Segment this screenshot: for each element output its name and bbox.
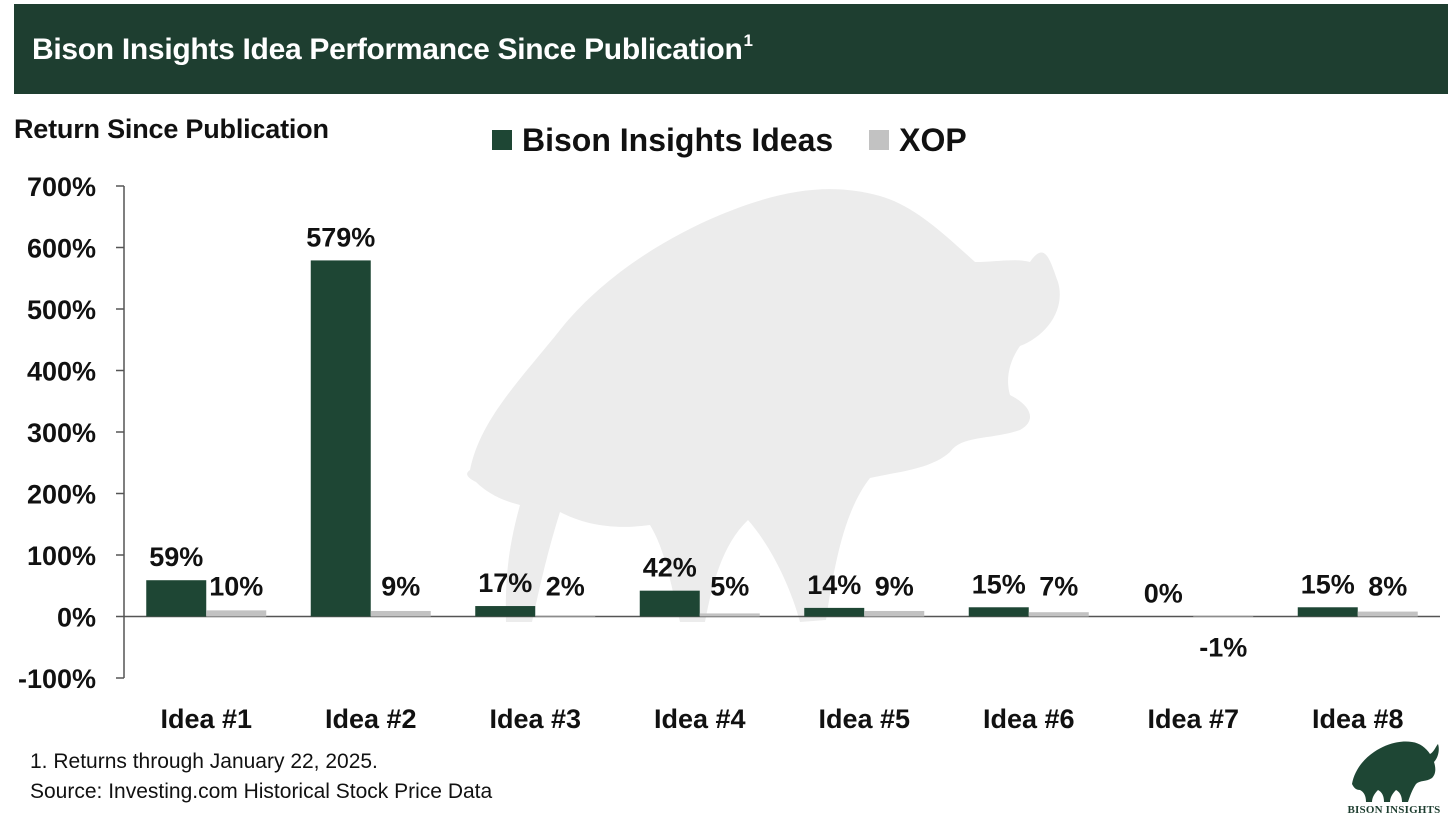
footnote-source: Source: Investing.com Historical Stock P… xyxy=(30,780,493,803)
y-tick-label: 100% xyxy=(27,541,96,571)
data-label-bison: 15% xyxy=(972,569,1026,599)
legend-swatch-xop xyxy=(869,130,890,150)
bar-chart: 700% 600% 500% 400% 300% 200% 100% 0% -100% 59%10… xyxy=(18,172,1440,734)
title-bar: Bison Insights Idea Performance Since Pu… xyxy=(14,4,1448,94)
bar-bison-insights xyxy=(804,607,865,617)
data-label-xop: 2% xyxy=(546,572,585,602)
page-title: Bison Insights Idea Performance Since Pu… xyxy=(32,31,753,67)
data-label-xop: 5% xyxy=(710,572,749,602)
brand-logo: BISON INSIGHTS xyxy=(1346,734,1442,818)
bison-watermark-icon xyxy=(467,189,1060,622)
bar-xop xyxy=(206,610,267,617)
data-label-bison: 14% xyxy=(807,570,861,600)
data-label-bison: 0% xyxy=(1144,579,1183,609)
y-tick-label: 600% xyxy=(27,234,96,264)
x-tick-label: Idea #8 xyxy=(1312,704,1404,734)
plot-area: 700% 600% 500% 400% 300% 200% 100% 0% -100% 59%10… xyxy=(18,172,1440,734)
data-label-xop: 9% xyxy=(381,572,420,602)
legend-swatch-bison xyxy=(492,130,512,150)
page-title-text: Bison Insights Idea Performance Since Pu… xyxy=(32,33,743,66)
bar-xop xyxy=(1357,611,1418,617)
data-label-xop: 10% xyxy=(209,572,263,602)
chart-legend: Bison Insights Ideas XOP xyxy=(492,120,1003,160)
data-label-bison: 59% xyxy=(149,542,203,572)
x-tick-label: Idea #7 xyxy=(1147,704,1239,734)
y-tick-label: 400% xyxy=(27,357,96,387)
y-tick-label: 700% xyxy=(27,172,96,202)
data-label-xop: 7% xyxy=(1039,572,1078,602)
data-label-bison: 42% xyxy=(643,553,697,583)
y-tick-label: 200% xyxy=(27,480,96,510)
bar-bison-insights xyxy=(146,580,207,617)
data-label-xop: -1% xyxy=(1199,633,1247,663)
x-tick-label: Idea #4 xyxy=(654,704,746,734)
legend-item-xop: XOP xyxy=(869,122,967,159)
legend-label-bison: Bison Insights Ideas xyxy=(522,121,834,158)
bar-bison-insights xyxy=(968,607,1029,617)
bar-bison-insights xyxy=(639,590,700,617)
bar-xop xyxy=(370,610,431,617)
bar-xop xyxy=(864,610,925,617)
bar-xop xyxy=(535,615,596,617)
footnote-returns: 1. Returns through January 22, 2025. xyxy=(30,750,378,773)
bar-bison-insights xyxy=(475,606,536,617)
y-tick-label: 300% xyxy=(27,418,96,448)
data-label-bison: 17% xyxy=(478,568,532,598)
data-label-xop: 8% xyxy=(1368,572,1407,602)
legend-item-bison: Bison Insights Ideas xyxy=(492,122,833,159)
x-tick-label: Idea #3 xyxy=(489,704,581,734)
bar-xop xyxy=(1193,616,1254,618)
y-tick-label: 0% xyxy=(57,603,96,633)
bar-xop xyxy=(1028,612,1089,617)
x-tick-label: Idea #6 xyxy=(983,704,1075,734)
bison-logo-icon xyxy=(1352,741,1439,802)
x-tick-label: Idea #2 xyxy=(325,704,417,734)
bar-xop xyxy=(699,613,760,617)
bar-bison-insights xyxy=(310,260,371,617)
legend-label-xop: XOP xyxy=(899,121,967,158)
bar-bison-insights xyxy=(1297,607,1358,617)
x-tick-label: Idea #1 xyxy=(160,704,252,734)
data-label-bison: 579% xyxy=(306,222,375,252)
title-footnote-marker: 1 xyxy=(743,31,753,50)
y-axis-title: Return Since Publication xyxy=(14,114,329,144)
x-tick-label: Idea #5 xyxy=(818,704,910,734)
data-label-bison: 15% xyxy=(1301,569,1355,599)
logo-text: BISON INSIGHTS xyxy=(1347,804,1441,816)
y-tick-label: -100% xyxy=(18,664,96,694)
data-label-xop: 9% xyxy=(875,572,914,602)
y-tick-label: 500% xyxy=(27,295,96,325)
